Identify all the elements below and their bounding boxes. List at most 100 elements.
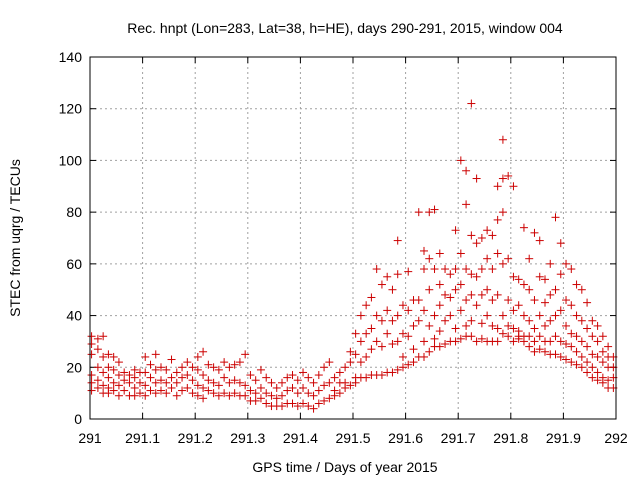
data-point bbox=[173, 392, 181, 400]
data-point bbox=[583, 358, 591, 366]
data-point bbox=[462, 322, 470, 330]
data-point bbox=[446, 270, 454, 278]
data-point bbox=[367, 325, 375, 333]
data-point bbox=[373, 337, 381, 345]
data-point bbox=[583, 325, 591, 333]
chart-container: Rec. hnpt (Lon=283, Lat=38, h=HE), days … bbox=[0, 0, 640, 480]
data-point bbox=[362, 353, 370, 361]
x-tick-label: 291.9 bbox=[546, 430, 581, 446]
data-point bbox=[388, 286, 396, 294]
data-point bbox=[362, 301, 370, 309]
data-point bbox=[525, 317, 533, 325]
data-point bbox=[252, 376, 260, 384]
data-point bbox=[436, 301, 444, 309]
data-point bbox=[220, 374, 228, 382]
data-point bbox=[88, 340, 96, 348]
data-point bbox=[530, 337, 538, 345]
data-points bbox=[88, 100, 618, 413]
data-point bbox=[530, 325, 538, 333]
data-point bbox=[573, 312, 581, 320]
data-point bbox=[499, 208, 507, 216]
data-point bbox=[478, 319, 486, 327]
data-point bbox=[331, 374, 339, 382]
x-tick-label: 291.4 bbox=[283, 430, 318, 446]
data-point bbox=[546, 317, 554, 325]
data-point bbox=[336, 368, 344, 376]
data-point bbox=[357, 358, 365, 366]
x-tick-label: 291.7 bbox=[441, 430, 476, 446]
data-point bbox=[325, 358, 333, 366]
data-point bbox=[199, 371, 207, 379]
data-point bbox=[299, 384, 307, 392]
data-point bbox=[357, 312, 365, 320]
data-point bbox=[425, 322, 433, 330]
data-point bbox=[173, 379, 181, 387]
data-point bbox=[467, 231, 475, 239]
data-point bbox=[183, 358, 191, 366]
data-point bbox=[420, 337, 428, 345]
data-point bbox=[573, 348, 581, 356]
y-tick-label: 80 bbox=[66, 204, 82, 220]
data-point bbox=[552, 332, 560, 340]
data-point bbox=[388, 317, 396, 325]
data-point bbox=[520, 281, 528, 289]
data-point bbox=[462, 167, 470, 175]
x-tick-label: 291 bbox=[78, 430, 102, 446]
data-point bbox=[115, 392, 123, 400]
data-point bbox=[425, 255, 433, 263]
data-point bbox=[367, 293, 375, 301]
data-point bbox=[546, 337, 554, 345]
data-point bbox=[425, 286, 433, 294]
data-point bbox=[304, 374, 312, 382]
data-point bbox=[552, 312, 560, 320]
data-point bbox=[194, 353, 202, 361]
data-point bbox=[383, 330, 391, 338]
data-point bbox=[420, 265, 428, 273]
data-point bbox=[378, 281, 386, 289]
y-axis-label: STEC from uqrg / TECUs bbox=[7, 159, 23, 317]
data-point bbox=[168, 384, 176, 392]
data-point bbox=[583, 368, 591, 376]
data-point bbox=[520, 312, 528, 320]
data-point bbox=[599, 348, 607, 356]
data-point bbox=[436, 281, 444, 289]
data-point bbox=[310, 379, 318, 387]
data-point bbox=[94, 363, 102, 371]
data-point bbox=[494, 250, 502, 258]
chart-title: Rec. hnpt (Lon=283, Lat=38, h=HE), days … bbox=[127, 20, 563, 36]
data-point bbox=[394, 270, 402, 278]
data-point bbox=[152, 350, 160, 358]
data-point bbox=[320, 363, 328, 371]
data-point bbox=[257, 384, 265, 392]
data-point bbox=[499, 312, 507, 320]
data-point bbox=[315, 371, 323, 379]
data-point bbox=[373, 265, 381, 273]
x-tick-label: 291.8 bbox=[493, 430, 528, 446]
data-point bbox=[599, 332, 607, 340]
data-point bbox=[399, 353, 407, 361]
data-point bbox=[452, 265, 460, 273]
data-point bbox=[567, 301, 575, 309]
data-point bbox=[173, 368, 181, 376]
data-point bbox=[441, 317, 449, 325]
data-point bbox=[99, 368, 107, 376]
data-point bbox=[536, 312, 544, 320]
x-tick-label: 291.3 bbox=[230, 430, 265, 446]
data-point bbox=[483, 312, 491, 320]
data-point bbox=[488, 296, 496, 304]
data-point bbox=[478, 291, 486, 299]
data-point bbox=[467, 332, 475, 340]
data-point bbox=[415, 208, 423, 216]
data-point bbox=[352, 330, 360, 338]
data-point bbox=[536, 332, 544, 340]
data-point bbox=[141, 353, 149, 361]
data-point bbox=[273, 384, 281, 392]
data-point bbox=[578, 337, 586, 345]
x-axis-label: GPS time / Days of year 2015 bbox=[252, 459, 437, 475]
x-tick-label: 291.5 bbox=[335, 430, 370, 446]
data-point bbox=[415, 317, 423, 325]
data-point bbox=[357, 337, 365, 345]
data-point bbox=[431, 265, 439, 273]
data-point bbox=[525, 286, 533, 294]
data-point bbox=[420, 247, 428, 255]
